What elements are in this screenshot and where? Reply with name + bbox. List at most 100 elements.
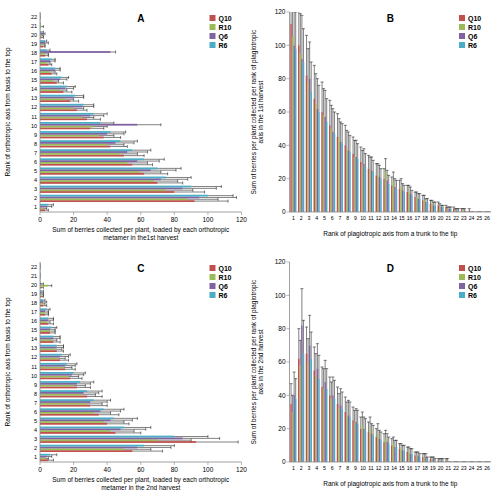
category-label: 25 [476, 215, 482, 221]
error-bar [336, 114, 339, 137]
error-bar [111, 145, 128, 148]
error-bar [424, 199, 427, 202]
bar [40, 167, 158, 169]
category-label: 11 [368, 215, 373, 221]
bar [321, 112, 323, 212]
bar [40, 155, 124, 157]
category-label: 6 [331, 465, 334, 471]
bar [40, 100, 70, 102]
title: D [387, 263, 394, 274]
error-bar [403, 445, 406, 450]
error-bar [47, 49, 50, 52]
error-bar [144, 158, 164, 161]
category-label: 4 [34, 427, 37, 433]
bar [323, 115, 325, 212]
error-bar [62, 76, 69, 79]
bar [40, 69, 55, 71]
error-bar [328, 377, 331, 395]
error-bar [67, 362, 77, 365]
bar [40, 319, 48, 321]
bar [377, 175, 379, 212]
bar [352, 420, 354, 462]
legend-swatch [210, 283, 216, 289]
bar [331, 129, 333, 212]
error-bar [48, 322, 53, 325]
category-label: 14 [391, 465, 397, 471]
tick [140, 212, 141, 215]
bar [425, 202, 427, 212]
error-bar [166, 176, 191, 179]
error-bar [400, 179, 403, 187]
category-label: 2 [34, 445, 37, 451]
bar [40, 301, 43, 303]
bar [416, 455, 418, 462]
error-bar [290, 12, 293, 24]
bar [40, 98, 65, 100]
category-label: 9 [34, 382, 37, 388]
error-bar [297, 329, 300, 359]
category-label: 12 [376, 465, 382, 471]
category-label: 13 [383, 465, 389, 471]
error-bar [403, 185, 406, 192]
bar [337, 404, 339, 462]
error-bar [321, 367, 324, 387]
error-bar [407, 185, 410, 192]
bar [40, 71, 50, 73]
category-label: 10 [31, 373, 37, 379]
bar [417, 455, 419, 462]
bar [40, 171, 141, 173]
bar [376, 437, 378, 462]
error-bar [341, 392, 344, 409]
bar [40, 417, 114, 419]
tick-label: 60 [137, 216, 145, 223]
category-label: 20 [438, 215, 444, 221]
bar [445, 207, 447, 212]
bar [371, 170, 373, 212]
axis-line [290, 462, 492, 463]
bar [376, 175, 378, 212]
bar [40, 392, 84, 394]
category-label: 20 [438, 465, 444, 471]
bar [40, 350, 57, 352]
bar [40, 403, 87, 405]
error-bar [364, 419, 367, 431]
bar [40, 82, 57, 84]
bar [326, 122, 328, 212]
error-bar [62, 353, 70, 356]
legend-label: Q10 [468, 15, 481, 23]
title: A [137, 13, 144, 24]
category-label: 4 [315, 215, 318, 221]
error-bar [48, 317, 53, 320]
category-label: 19 [31, 41, 37, 47]
category-label: 12 [31, 104, 37, 110]
bar [40, 376, 69, 378]
bar [453, 209, 455, 212]
error-bar [42, 31, 44, 34]
tick [73, 462, 74, 465]
x-label: Rank of plagiotropic axis from a trunk t… [323, 480, 457, 488]
tick-label: 120 [236, 466, 247, 473]
marks [290, 12, 491, 212]
legend-swatch [459, 42, 465, 48]
bar [40, 51, 111, 53]
bar [337, 137, 339, 212]
category-label: 13 [383, 215, 389, 221]
error-bar [406, 185, 409, 192]
tick-label: 40 [278, 392, 286, 399]
tick-label: 40 [278, 142, 286, 149]
category-label: 3 [307, 215, 310, 221]
bar [306, 75, 308, 212]
error-bar [57, 346, 64, 349]
bar [309, 79, 311, 212]
bar [40, 142, 116, 144]
bar [377, 434, 379, 462]
bar [40, 140, 121, 142]
error-bar [434, 459, 437, 461]
axis-line [40, 262, 41, 462]
category-label: 12 [376, 215, 382, 221]
category-label: 13 [31, 345, 37, 351]
bar [40, 436, 174, 438]
error-bar [191, 185, 221, 188]
bar [307, 362, 309, 462]
category-label: 20 [31, 32, 37, 38]
